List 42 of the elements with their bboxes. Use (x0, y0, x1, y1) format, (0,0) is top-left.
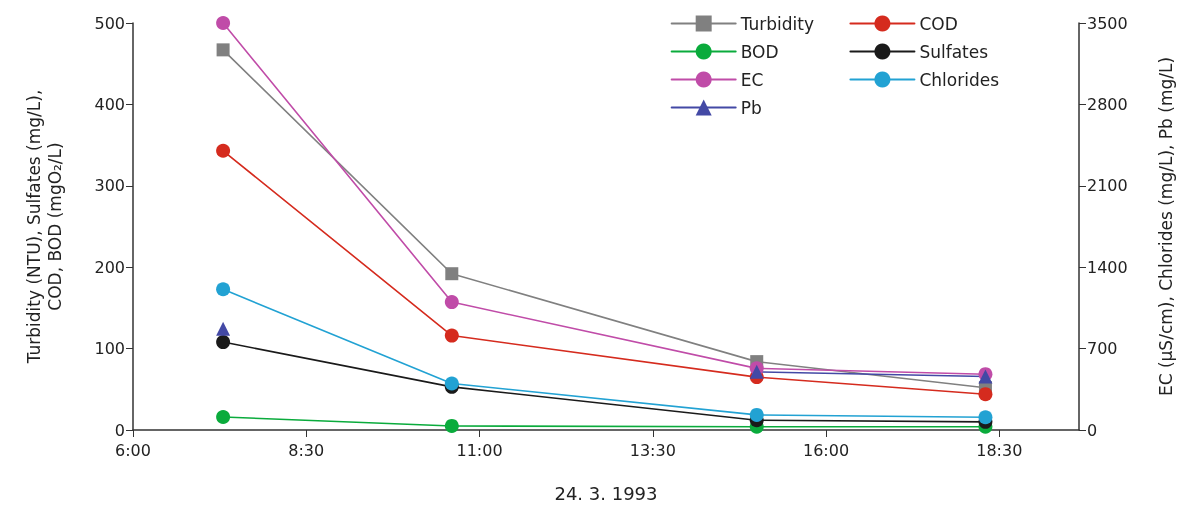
legend-label: EC (740, 69, 764, 90)
point (216, 335, 231, 350)
y2-tick-label: 2800 (1087, 94, 1128, 114)
x-axis-title: 24. 3. 1993 (554, 482, 658, 504)
y2-axis-title: EC (µS/cm), Chlorides (mg/L), Pb (mg/L) (1155, 56, 1176, 397)
point (978, 410, 993, 425)
y-tick-label: 200 (94, 257, 125, 277)
y-tick-label: 500 (94, 13, 125, 33)
x-tick-label: 8:30 (288, 440, 325, 460)
legend-label: BOD (740, 41, 779, 62)
legend-label: Sulfates (919, 41, 989, 62)
y-tick-label: 300 (94, 176, 125, 196)
point (444, 328, 459, 343)
y-tick-label: 100 (94, 339, 125, 359)
x-tick-label: 16:00 (802, 440, 850, 460)
point (444, 295, 459, 310)
point (216, 143, 231, 158)
y-axis-title: Turbidity (NTU), Sulfates (mg/L), COD, BOD (mgO₂/L) (23, 89, 65, 365)
point (216, 321, 231, 336)
legend-label: Pb (740, 97, 762, 118)
y2-tick-label: 3500 (1087, 13, 1128, 33)
legend-label: COD (919, 13, 958, 34)
point (978, 387, 993, 402)
point (749, 407, 764, 422)
x-tick-label: 11:00 (456, 440, 503, 460)
y2-tick-label: 700 (1087, 339, 1118, 359)
point (444, 418, 459, 433)
point (216, 282, 231, 297)
y-tick-label: 0 (114, 420, 125, 440)
x-tick-label: 6:00 (115, 440, 151, 460)
y2-tick-label: 0 (1087, 420, 1098, 440)
legend-label: Chlorides (919, 69, 1000, 90)
y2-tick-label: 2100 (1087, 176, 1128, 196)
point (445, 267, 459, 281)
x-tick-label: 13:30 (629, 440, 676, 460)
legend-label: Turbidity (739, 13, 815, 34)
point (216, 16, 231, 30)
point (216, 409, 231, 424)
point (216, 43, 230, 57)
x-tick-label: 18:30 (976, 440, 1023, 460)
y-tick-label: 400 (94, 94, 125, 114)
y2-tick-label: 1400 (1087, 257, 1128, 277)
